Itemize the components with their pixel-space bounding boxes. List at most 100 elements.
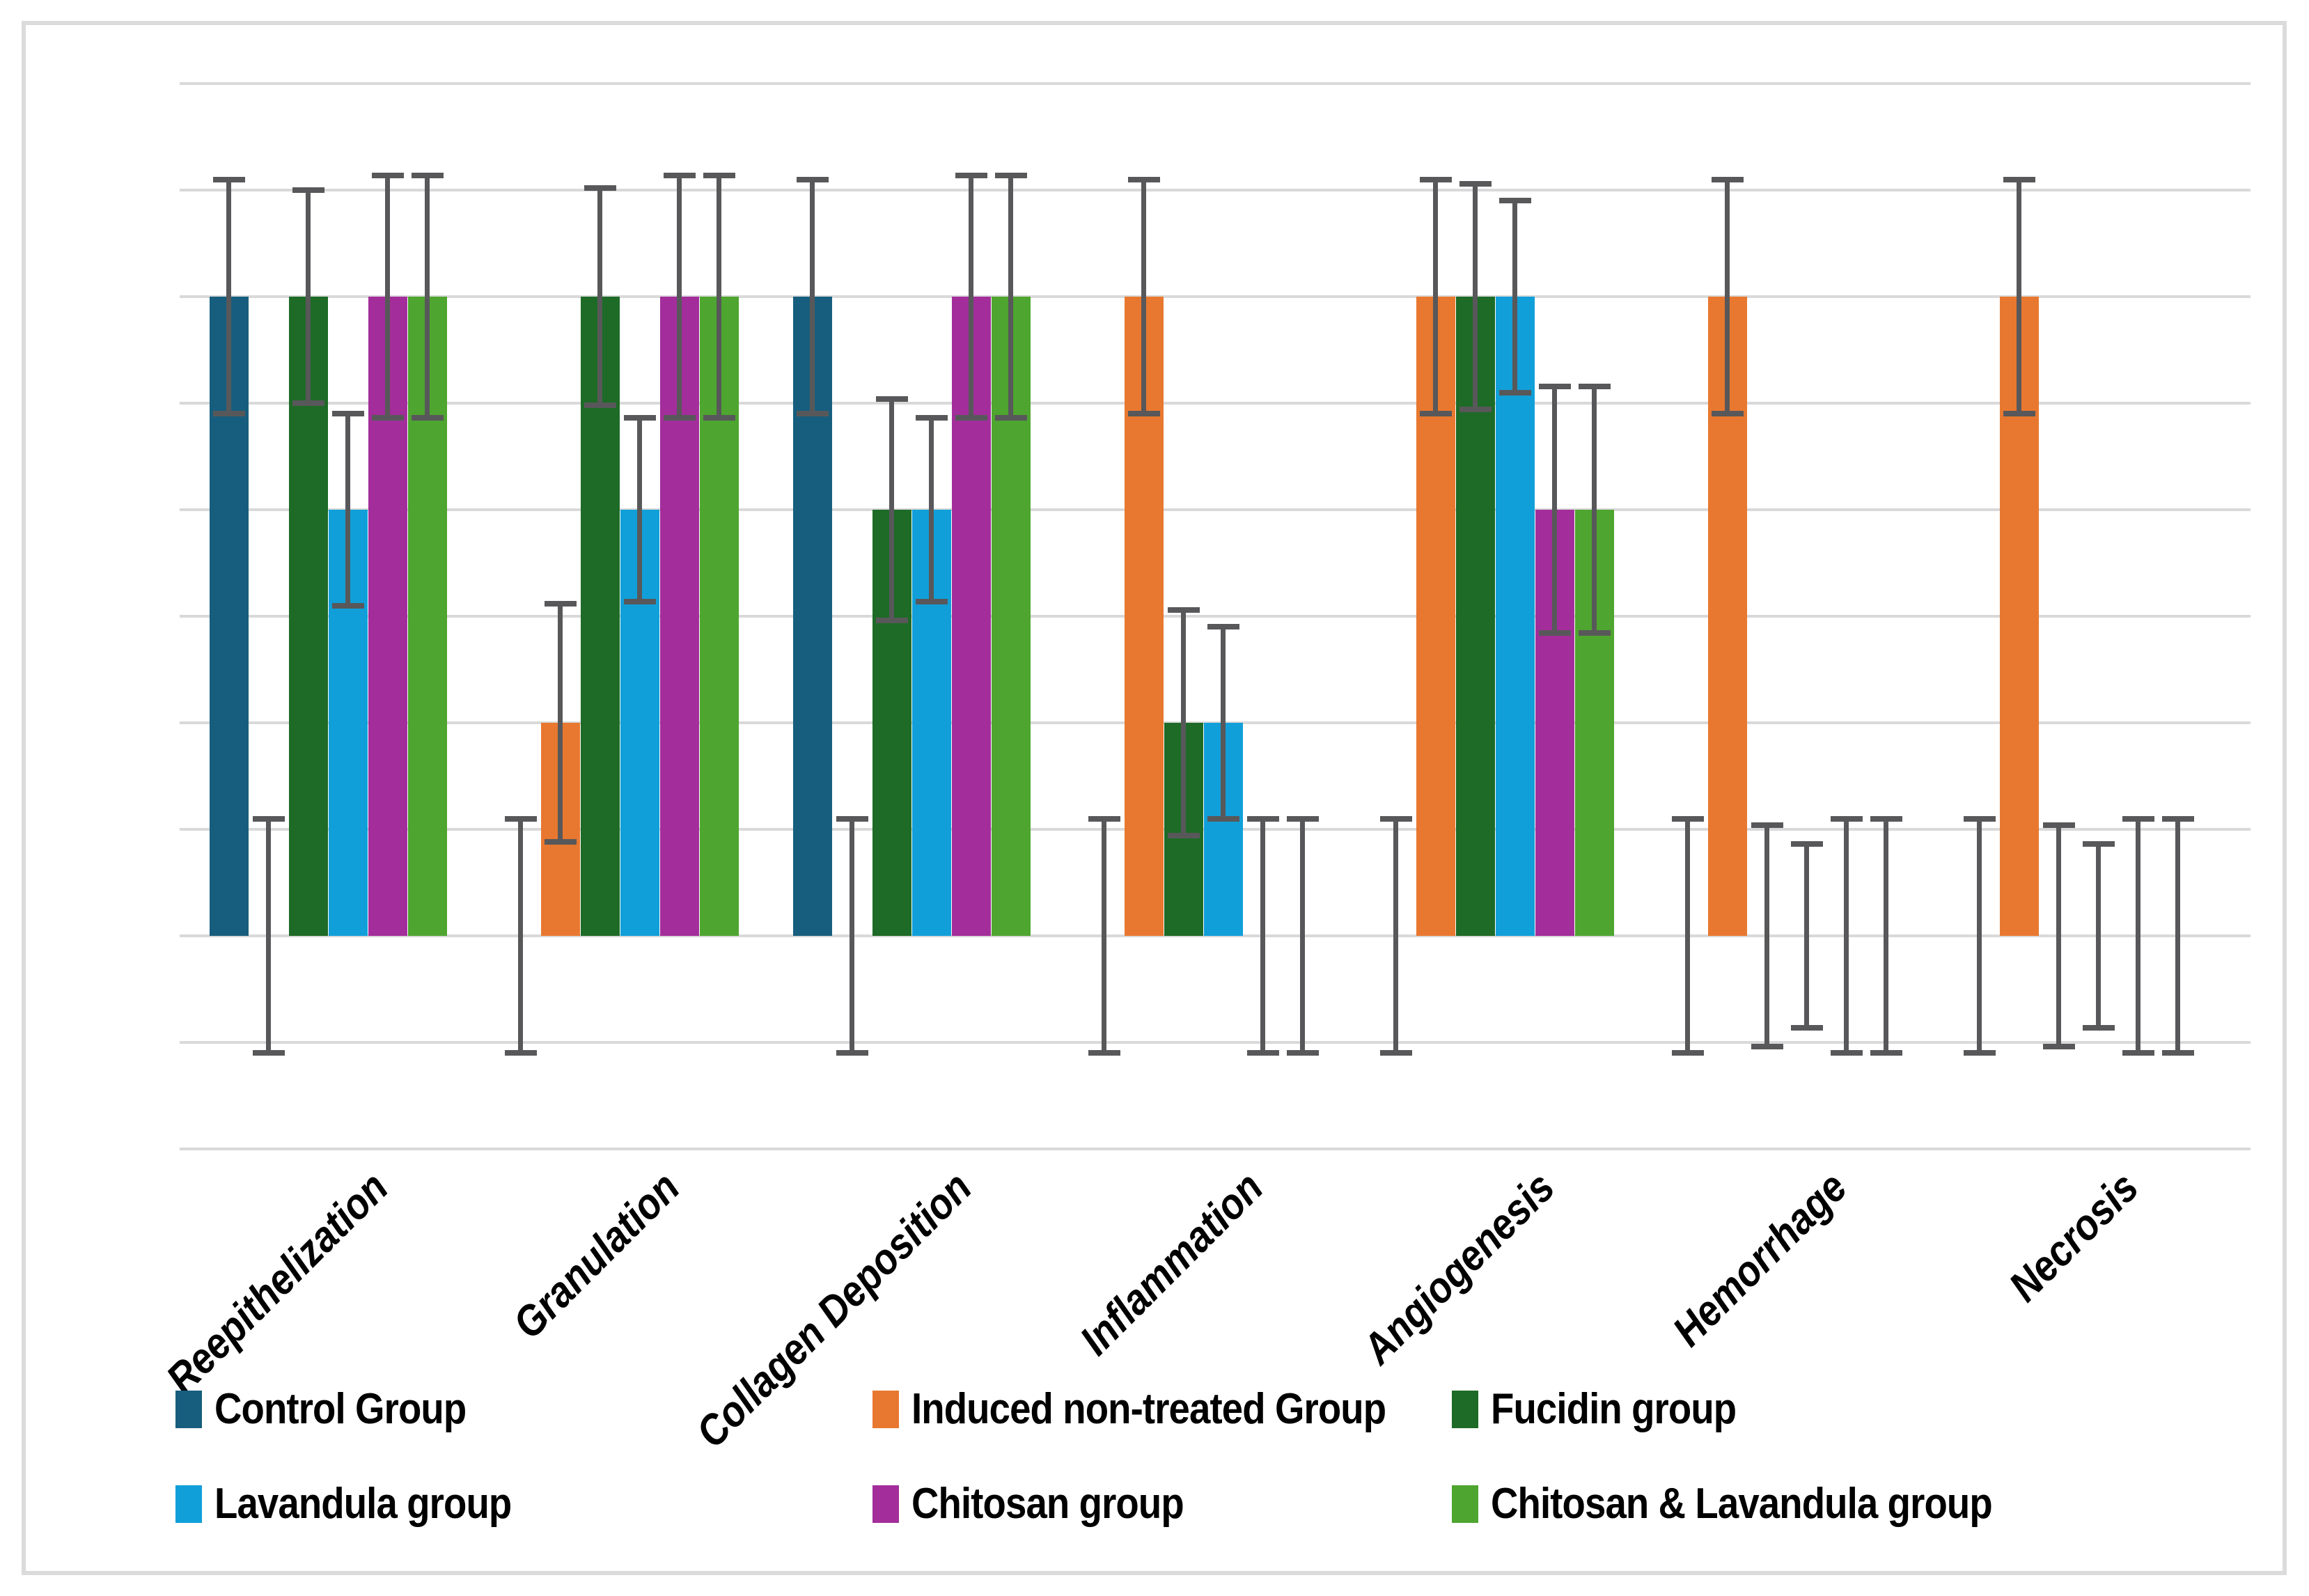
legend-swatch-lavandula-group (175, 1485, 202, 1523)
error-bar-induced-non-treated-group-hemorrhage (1725, 179, 1730, 414)
legend-label-induced-non-treated-group: Induced non-treated Group (911, 1385, 1386, 1433)
error-bar-induced-non-treated-group-reepithelization (266, 818, 271, 1054)
error-bar-cap-bottom (2042, 1044, 2075, 1050)
x-axis-label-text: Angiogenesis (1354, 1163, 1565, 1374)
gridline-y--1.0 (180, 1148, 2251, 1150)
error-bar-cap-bottom (1286, 1050, 1319, 1056)
x-axis-label-text: Hemorrhage (1664, 1163, 1856, 1356)
gridline-y-2.5 (180, 402, 2251, 405)
error-bar-cap-top (1246, 815, 1279, 822)
error-bar-fucidin-group-granulation (597, 187, 602, 406)
error-bar-fucidin-group-necrosis (2056, 824, 2061, 1047)
error-bar-cap-top (1459, 180, 1492, 187)
error-bar-cap-top (796, 176, 829, 182)
error-bar-control-group-angiogenesis (1393, 818, 1398, 1054)
error-bar-cap-top (1751, 822, 1783, 828)
x-axis-label-text: Reepithelization (157, 1163, 398, 1404)
error-bar-chitosan-lavandula-group-reepithelization (425, 175, 430, 418)
error-bar-cap-bottom (1498, 389, 1531, 396)
error-bar-cap-bottom (2161, 1050, 2194, 1056)
x-axis-label-collagen-deposition: Collagen Deposition (652, 1164, 981, 1492)
legend-swatch-chitosan-lavandula-group (1452, 1485, 1478, 1523)
error-bar-cap-bottom (1671, 1050, 1704, 1056)
error-bar-cap-top (994, 172, 1027, 178)
error-bar-cap-bottom (663, 415, 696, 421)
error-bar-control-group-inflammation (1102, 818, 1106, 1054)
error-bar-chitosan-group-inflammation (1260, 818, 1265, 1054)
error-bar-control-group-necrosis (1977, 818, 1982, 1054)
legend-item-fucidin-group: Fucidin group (1452, 1384, 1769, 1434)
x-axis-label-necrosis: Necrosis (1986, 1163, 2148, 1325)
error-bar-cap-top (504, 815, 537, 822)
error-bar-lavandula-group-inflammation (1221, 627, 1226, 819)
x-axis-label-granulation: Granulation (485, 1164, 689, 1368)
error-bar-lavandula-group-reepithelization (345, 414, 350, 606)
legend-swatch-control-group (175, 1390, 202, 1428)
legend-swatch-fucidin-group (1452, 1390, 1478, 1428)
x-axis-label-text: Necrosis (2000, 1163, 2148, 1311)
error-bar-cap-bottom (584, 402, 616, 409)
gridline-y-3.5 (180, 189, 2251, 191)
error-bar-cap-bottom (1870, 1050, 1902, 1056)
error-bar-cap-top (1286, 815, 1319, 822)
error-bar-lavandula-group-hemorrhage (1804, 844, 1809, 1028)
x-axis-label-inflammation: Inflammation (1049, 1163, 1273, 1386)
error-bar-chitosan-group-hemorrhage (1844, 818, 1849, 1054)
error-bar-chitosan-group-granulation (677, 175, 682, 418)
error-bar-lavandula-group-necrosis (2096, 844, 2101, 1028)
error-bar-cap-top (1830, 815, 1863, 822)
error-bar-cap-top (703, 172, 735, 178)
error-bar-cap-top (2042, 822, 2075, 828)
error-bar-cap-top (1671, 815, 1704, 822)
error-bar-cap-bottom (1459, 407, 1492, 413)
error-bar-fucidin-group-reepithelization (306, 190, 311, 403)
error-bar-fucidin-group-inflammation (1181, 609, 1186, 836)
legend-label-fucidin-group: Fucidin group (1491, 1385, 1737, 1433)
error-bar-cap-top (915, 415, 948, 421)
gridline-y-1.5 (180, 615, 2251, 618)
error-bar-chitosan-group-angiogenesis (1552, 386, 1557, 634)
error-bar-cap-top (292, 187, 324, 193)
error-bar-cap-bottom (994, 415, 1027, 421)
bar-lavandula-group-angiogenesis (1495, 297, 1535, 936)
error-bar-control-group-reepithelization (226, 179, 231, 414)
error-bar-cap-bottom (955, 415, 987, 421)
gridline-y-0.0 (180, 934, 2251, 937)
error-bar-cap-bottom (1167, 833, 1200, 839)
error-bar-cap-bottom (1207, 815, 1239, 822)
x-axis-label-hemorrhage: Hemorrhage (1643, 1163, 1856, 1376)
x-axis-label-text: Inflammation (1071, 1163, 1273, 1365)
error-bar-cap-bottom (1379, 1050, 1412, 1056)
legend-label-chitosan-lavandula-group: Chitosan & Lavandula group (1491, 1480, 1993, 1528)
error-bar-cap-top (955, 172, 987, 178)
error-bar-cap-top (1498, 198, 1531, 204)
error-bar-control-group-collagen-deposition (810, 179, 815, 414)
legend-label-lavandula-group: Lavandula group (214, 1480, 512, 1528)
error-bar-cap-bottom (2082, 1024, 2115, 1031)
error-bar-cap-bottom (875, 618, 908, 624)
error-bar-cap-bottom (1538, 630, 1571, 636)
x-axis-label-angiogenesis: Angiogenesis (1331, 1163, 1565, 1396)
error-bar-cap-bottom (411, 415, 444, 421)
gridline-y--0.5 (180, 1041, 2251, 1044)
error-bar-lavandula-group-collagen-deposition (929, 418, 934, 602)
error-bar-cap-bottom (252, 1050, 285, 1056)
error-bar-cap-top (544, 600, 577, 607)
error-bar-cap-top (836, 815, 868, 822)
error-bar-cap-top (1538, 383, 1571, 389)
error-bar-induced-non-treated-group-collagen-deposition (850, 818, 854, 1054)
error-bar-cap-top (1207, 624, 1239, 630)
error-bar-cap-top (1963, 815, 1996, 822)
error-bar-cap-top (663, 172, 696, 178)
error-bar-cap-bottom (212, 411, 245, 417)
legend-swatch-chitosan-group (872, 1485, 899, 1523)
error-bar-cap-bottom (292, 400, 324, 406)
error-bar-cap-bottom (331, 602, 364, 609)
error-bar-cap-bottom (1751, 1044, 1783, 1050)
error-bar-control-group-granulation (518, 818, 523, 1054)
gridline-y-4.0 (180, 82, 2251, 85)
error-bar-cap-top (2161, 815, 2194, 822)
error-bar-cap-bottom (1246, 1050, 1279, 1056)
error-bar-chitosan-group-collagen-deposition (969, 175, 973, 418)
